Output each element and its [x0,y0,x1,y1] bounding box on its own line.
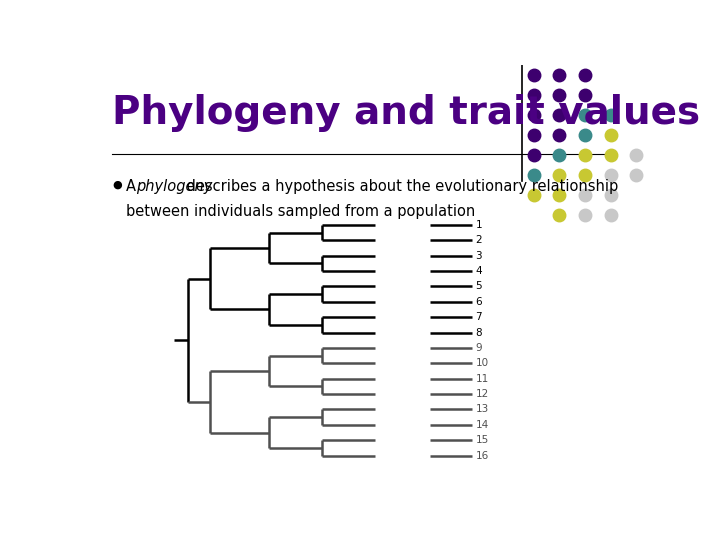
Text: 15: 15 [476,435,489,445]
Text: 13: 13 [476,404,489,415]
Text: 6: 6 [476,297,482,307]
Text: 2: 2 [476,235,482,245]
Text: between individuals sampled from a population: between individuals sampled from a popul… [126,204,475,219]
Text: describes a hypothesis about the evolutionary relationship: describes a hypothesis about the evoluti… [182,179,618,194]
Text: ●: ● [112,179,122,189]
Text: 4: 4 [476,266,482,276]
Text: 5: 5 [476,281,482,292]
Text: 11: 11 [476,374,489,384]
Text: A: A [126,179,141,194]
Text: 9: 9 [476,343,482,353]
Text: Phylogeny and trait values: Phylogeny and trait values [112,94,701,132]
Text: 10: 10 [476,359,489,368]
Text: 12: 12 [476,389,489,399]
Text: 14: 14 [476,420,489,430]
Text: 3: 3 [476,251,482,261]
Text: 1: 1 [476,220,482,230]
Text: 7: 7 [476,312,482,322]
Text: phylogeny: phylogeny [136,179,212,194]
Text: 8: 8 [476,328,482,338]
Text: 16: 16 [476,451,489,461]
